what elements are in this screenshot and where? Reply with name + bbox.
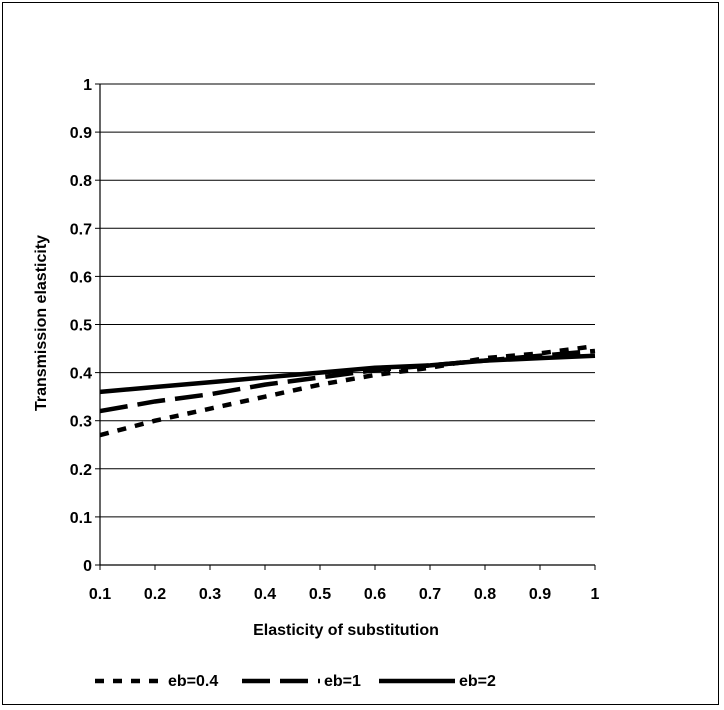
x-tick-label: 1 [591, 586, 600, 603]
gridlines [100, 83, 595, 518]
y-tick-label: 0.3 [70, 414, 92, 431]
y-tick-label: 0.2 [70, 462, 92, 479]
x-tick-label: 0.8 [474, 586, 496, 603]
y-tick-label: 0.5 [70, 318, 92, 335]
y-tick-labels: 0 0.1 0.2 0.3 0.4 0.5 0.6 0.7 0.8 0.9 1 [70, 77, 92, 575]
legend-label-1: eb=0.4 [168, 673, 218, 690]
y-tick-label: 0.7 [70, 221, 92, 238]
x-tick-label: 0.4 [254, 586, 276, 603]
x-tick-labels: 0.1 0.2 0.3 0.4 0.5 0.6 0.7 0.8 0.9 1 [89, 586, 600, 603]
series-line-1 [99, 343, 596, 438]
legend-label-2: eb=1 [324, 673, 361, 690]
x-tick-label: 0.5 [309, 586, 331, 603]
x-tick-label: 0.7 [419, 586, 441, 603]
y-tick-label: 0 [83, 558, 92, 575]
x-tick-label: 0.1 [89, 586, 111, 603]
y-tick-label: 0.9 [70, 125, 92, 142]
y-tick-label: 0.4 [70, 366, 92, 383]
x-tick-label: 0.3 [199, 586, 221, 603]
y-tick-label: 0.1 [70, 510, 92, 527]
x-tick-label: 0.9 [529, 586, 551, 603]
x-tick-label: 0.2 [144, 586, 166, 603]
y-tick-label: 0.8 [70, 173, 92, 190]
series-line-3 [99, 353, 596, 395]
y-axis-label: Transmission elasticity [33, 235, 50, 411]
x-axis-label: Elasticity of substitution [253, 622, 439, 639]
legend: eb=0.4 eb=1 eb=2 [95, 673, 496, 690]
series-line-2 [99, 348, 596, 414]
y-tick-label: 1 [83, 77, 92, 94]
legend-label-3: eb=2 [459, 673, 496, 690]
series-lines [99, 343, 596, 438]
y-tick-label: 0.6 [70, 269, 92, 286]
axes [95, 83, 596, 570]
x-tick-label: 0.6 [364, 586, 386, 603]
